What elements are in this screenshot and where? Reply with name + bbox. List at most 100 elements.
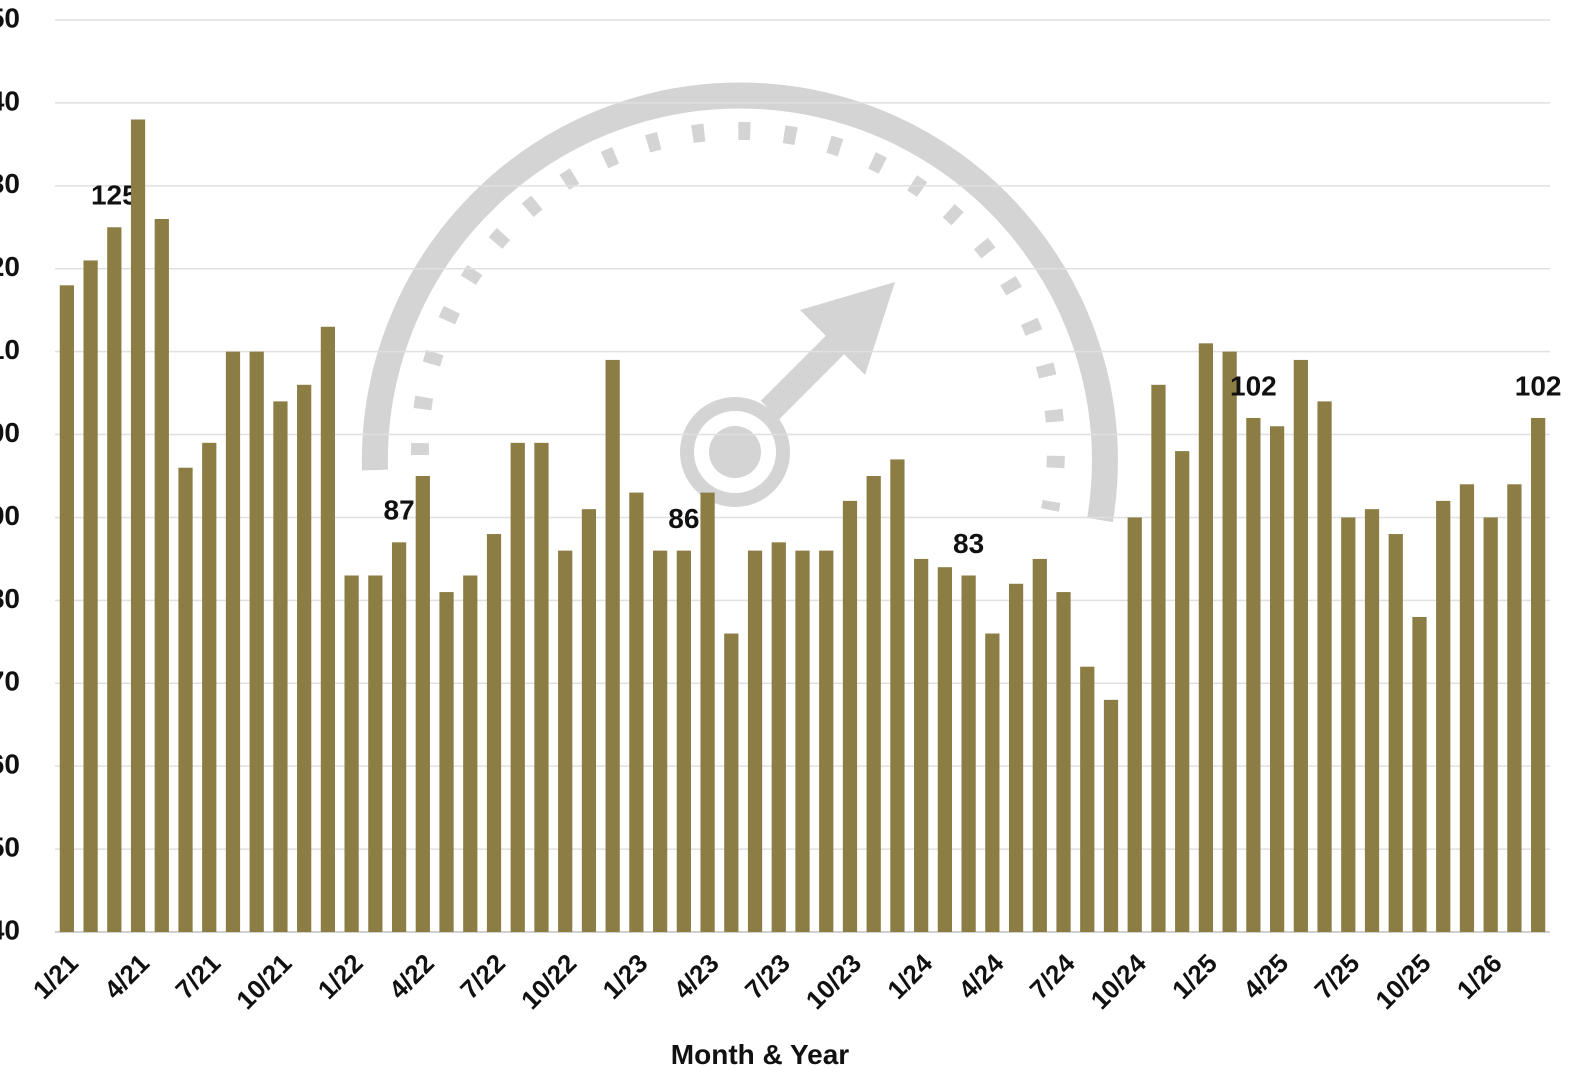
x-tick-label: 7/25 <box>1308 948 1365 1005</box>
bar <box>700 492 715 932</box>
bar <box>368 575 383 932</box>
bar <box>1056 592 1071 932</box>
bar <box>1531 417 1546 932</box>
bar <box>866 476 881 932</box>
bar <box>890 459 905 932</box>
x-tick-label: 7/24 <box>1024 948 1081 1005</box>
bar <box>1246 417 1261 932</box>
x-tick-label: 7/23 <box>739 948 796 1005</box>
bar <box>273 401 288 932</box>
bar <box>985 633 1000 932</box>
bar <box>107 227 122 933</box>
x-tick-label: 10/21 <box>230 948 297 1015</box>
x-tick-label: 1/21 <box>27 948 84 1005</box>
bar <box>463 575 478 932</box>
bar <box>1127 517 1142 932</box>
value-label: 102 <box>1515 370 1562 401</box>
y-tick-label: 70 <box>0 666 20 697</box>
x-tick-label: 1/22 <box>312 948 369 1005</box>
bar <box>724 633 739 932</box>
bar <box>771 542 786 932</box>
bar <box>1364 509 1380 932</box>
x-tick-label: 4/23 <box>668 948 725 1005</box>
value-label: 125 <box>91 180 138 211</box>
x-tick-label: 10/24 <box>1085 948 1153 1016</box>
bar <box>1032 558 1047 932</box>
value-label: 83 <box>953 528 984 559</box>
bar <box>415 476 430 932</box>
bar <box>795 550 810 932</box>
bar <box>1483 517 1498 932</box>
x-tick-label: 1/26 <box>1451 948 1508 1005</box>
bar <box>914 558 929 932</box>
bar <box>391 542 407 932</box>
x-tick-label: 7/22 <box>454 948 511 1005</box>
bar <box>747 550 763 932</box>
x-tick-label: 4/21 <box>98 948 155 1005</box>
y-tick-label: 140 <box>0 85 20 116</box>
bar <box>439 592 454 932</box>
bar <box>676 550 691 932</box>
bar <box>653 550 668 932</box>
bar <box>842 500 858 932</box>
watermark <box>361 82 1118 523</box>
bar <box>1459 484 1475 932</box>
bar <box>534 442 549 932</box>
x-tick-label: 4/24 <box>952 948 1009 1005</box>
y-tick-label: 50 <box>0 831 20 862</box>
bar <box>154 218 169 932</box>
bar <box>1341 517 1356 932</box>
bar <box>202 442 217 932</box>
x-tick-label: 4/25 <box>1237 948 1294 1005</box>
bar <box>225 351 241 932</box>
x-tick-label: 7/21 <box>169 948 226 1005</box>
bar <box>59 285 74 932</box>
y-tick-label: 130 <box>0 168 20 199</box>
bar <box>510 442 525 932</box>
y-tick-label: 150 <box>0 2 20 33</box>
bar <box>1436 500 1451 932</box>
y-tick-label: 120 <box>0 251 20 282</box>
bar <box>1008 583 1024 932</box>
y-tick-label: 110 <box>0 334 20 365</box>
bar <box>605 359 620 933</box>
bar <box>558 550 573 932</box>
bar <box>297 384 312 932</box>
bar <box>130 119 146 932</box>
watermark-hub-center <box>709 426 761 478</box>
bar <box>83 260 98 932</box>
x-tick-label: 4/22 <box>383 948 440 1005</box>
x-tick-label: 1/23 <box>596 948 653 1005</box>
bar <box>178 467 193 932</box>
bar <box>961 575 976 932</box>
bar <box>344 575 359 932</box>
bar <box>1198 343 1214 932</box>
y-tick-label: 90 <box>0 500 20 531</box>
bar <box>819 550 834 932</box>
bar <box>1080 666 1095 932</box>
bar <box>581 509 597 932</box>
bar <box>1412 616 1427 932</box>
bar <box>249 351 264 932</box>
bar <box>937 567 952 932</box>
bar <box>1222 351 1237 932</box>
bar <box>1317 401 1332 932</box>
y-tick-label: 100 <box>0 417 20 448</box>
x-tick-label: 10/23 <box>800 948 867 1015</box>
y-tick-label: 40 <box>0 914 20 945</box>
bar <box>1175 451 1190 932</box>
watermark-arc <box>361 82 1118 523</box>
value-label: 87 <box>384 495 415 526</box>
bar <box>1507 484 1522 932</box>
bar <box>486 534 502 932</box>
y-tick-label: 60 <box>0 749 20 780</box>
bar <box>320 326 336 932</box>
bar <box>1151 384 1166 932</box>
bar <box>1103 699 1119 932</box>
x-tick-label: 1/24 <box>881 948 938 1005</box>
x-tick-label: 10/22 <box>515 948 582 1015</box>
x-tick-label: 10/25 <box>1369 948 1436 1015</box>
value-label: 86 <box>668 503 699 534</box>
watermark-hub <box>680 397 790 507</box>
